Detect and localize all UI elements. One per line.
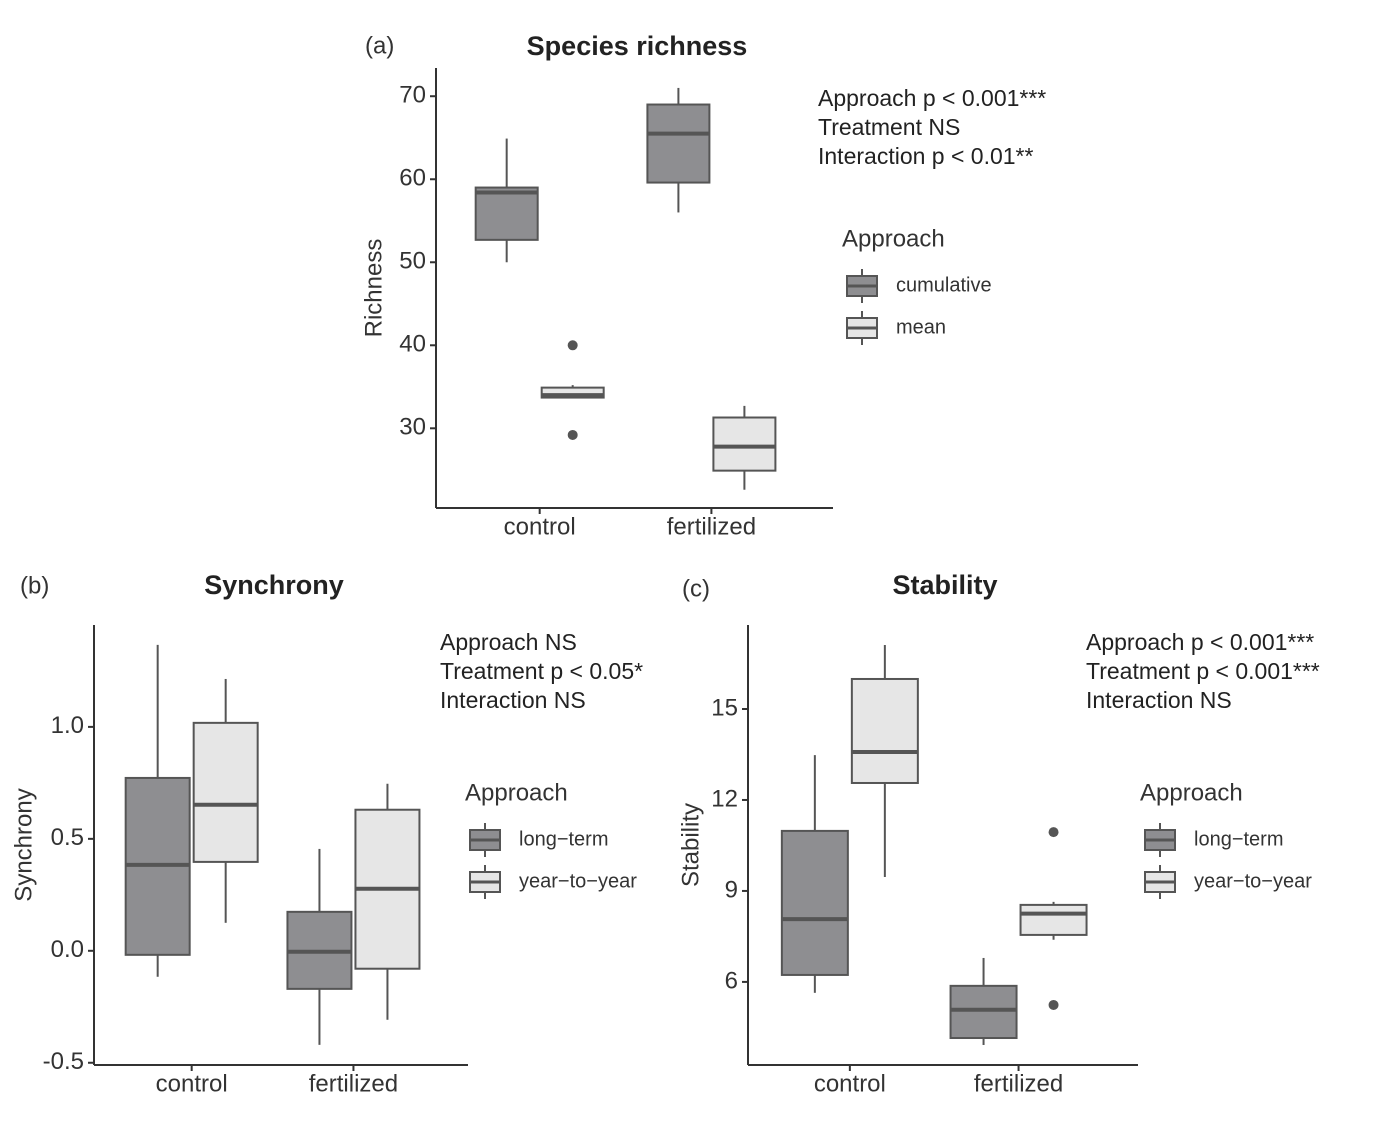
- chart-title: Synchrony: [204, 570, 344, 600]
- legend-title: Approach: [465, 779, 568, 806]
- box: [712, 416, 777, 472]
- outlier: [1048, 999, 1059, 1010]
- y-axis-label: Stability: [677, 803, 704, 887]
- x-tick-label: control: [814, 1070, 886, 1097]
- legend-label: year−to−year: [1194, 870, 1312, 892]
- legend-title: Approach: [1140, 779, 1243, 806]
- x-tick-label: fertilized: [667, 513, 756, 540]
- y-tick-label: -0.5: [43, 1048, 84, 1075]
- annotation: Interaction p < 0.01**: [818, 143, 1034, 169]
- annotation: Approach p < 0.001***: [818, 85, 1046, 111]
- box: [1019, 903, 1088, 936]
- y-axis-label: Richness: [360, 239, 387, 338]
- y-tick-label: 50: [399, 248, 426, 275]
- outlier: [567, 340, 578, 351]
- box: [474, 186, 539, 241]
- y-tick-label: 1.0: [51, 712, 84, 739]
- y-tick-label: 70: [399, 82, 426, 109]
- y-tick-label: 0.0: [51, 936, 84, 963]
- outlier: [1048, 827, 1059, 838]
- box: [850, 677, 919, 784]
- y-tick-label: 0.5: [51, 824, 84, 851]
- legend-label: year−to−year: [519, 870, 637, 892]
- annotation: Approach NS: [440, 629, 577, 655]
- annotation: Interaction NS: [1086, 687, 1232, 713]
- box: [192, 721, 259, 863]
- y-tick-label: 6: [725, 967, 738, 994]
- annotation: Treatment p < 0.001***: [1086, 658, 1320, 684]
- legend-title: Approach: [842, 225, 945, 252]
- panel-label: (b): [20, 572, 49, 599]
- legend-label: cumulative: [896, 274, 992, 296]
- y-tick-label: 15: [711, 694, 738, 721]
- panel-label: (a): [365, 32, 394, 59]
- box: [780, 829, 849, 976]
- legend-label: long−term: [519, 828, 609, 850]
- box: [540, 386, 605, 399]
- annotation: Approach p < 0.001***: [1086, 629, 1314, 655]
- y-tick-label: 9: [725, 876, 738, 903]
- annotation: Treatment p < 0.05*: [440, 658, 643, 684]
- legend-label: mean: [896, 316, 946, 338]
- outlier: [567, 429, 578, 440]
- y-tick-label: 12: [711, 785, 738, 812]
- chart-title: Species richness: [527, 31, 748, 61]
- box: [646, 103, 711, 184]
- chart-title: Stability: [892, 570, 997, 600]
- y-axis-label: Synchrony: [10, 788, 37, 901]
- panel-label: (c): [682, 575, 710, 602]
- legend-label: long−term: [1194, 828, 1284, 850]
- x-tick-label: fertilized: [309, 1070, 398, 1097]
- y-tick-label: 60: [399, 165, 426, 192]
- y-tick-label: 30: [399, 414, 426, 441]
- annotation: Interaction NS: [440, 687, 586, 713]
- annotation: Treatment NS: [818, 114, 960, 140]
- y-tick-label: 40: [399, 331, 426, 358]
- x-tick-label: control: [504, 513, 576, 540]
- box: [949, 984, 1018, 1040]
- x-tick-label: control: [156, 1070, 228, 1097]
- x-tick-label: fertilized: [974, 1070, 1063, 1097]
